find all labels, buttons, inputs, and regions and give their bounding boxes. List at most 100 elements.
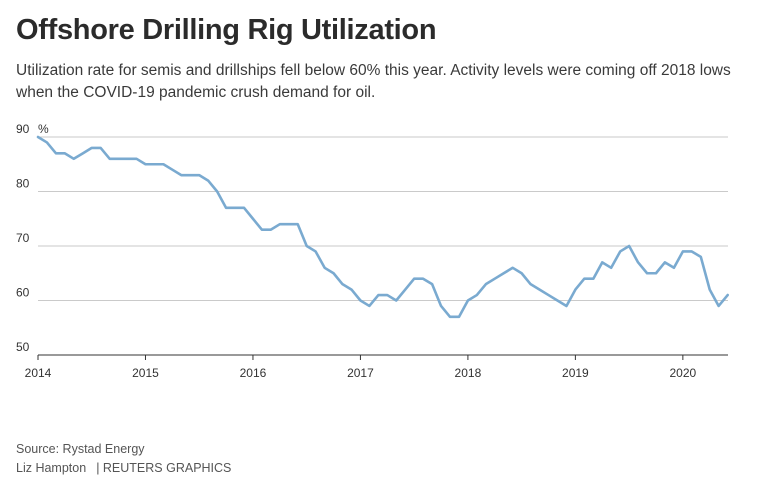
data-point <box>413 277 416 280</box>
data-point <box>108 158 111 161</box>
data-point <box>377 294 380 297</box>
y-tick-label-60: 60 <box>16 286 30 300</box>
data-point <box>37 136 40 139</box>
x-tick-label-2018: 2018 <box>455 366 482 380</box>
y-tick-label-90: 90 <box>16 122 30 136</box>
data-point <box>189 174 192 177</box>
data-point <box>243 207 246 210</box>
data-point <box>350 288 353 291</box>
data-point <box>601 261 604 264</box>
chart-title: Offshore Drilling Rig Utilization <box>16 14 437 46</box>
data-point <box>314 250 317 253</box>
data-point <box>700 256 703 259</box>
data-point <box>476 294 479 297</box>
data-point <box>664 261 667 264</box>
data-point <box>368 305 371 308</box>
data-point <box>135 158 138 161</box>
data-point <box>305 245 308 248</box>
publisher-credit: | REUTERS GRAPHICS <box>96 461 232 475</box>
data-point <box>225 207 228 210</box>
data-point <box>493 277 496 280</box>
data-point <box>82 152 85 155</box>
data-point <box>323 267 326 270</box>
data-point <box>628 245 631 248</box>
series-line-utilization <box>36 135 729 319</box>
y-tick-label-50: 50 <box>16 340 30 354</box>
data-point <box>99 147 102 150</box>
data-point <box>583 277 586 280</box>
data-point <box>395 299 398 302</box>
data-point <box>404 288 407 291</box>
data-point <box>511 267 514 270</box>
data-point <box>485 283 488 286</box>
data-point <box>126 158 129 161</box>
data-point <box>55 152 58 155</box>
source-note: Source: Rystad Energy <box>16 442 145 456</box>
data-point <box>252 217 255 220</box>
line-chart: 90 % 80 70 60 50 2014 2015 2016 2017 2018 2019 2020 <box>16 122 729 380</box>
data-point <box>46 141 49 144</box>
data-point <box>90 147 93 150</box>
y-tick-label-80: 80 <box>16 177 30 191</box>
data-point <box>270 228 273 231</box>
data-point <box>279 223 282 226</box>
data-point <box>234 207 237 210</box>
credit-line: Liz Hampton | REUTERS GRAPHICS <box>16 461 231 475</box>
y-axis: 90 % 80 70 60 50 <box>16 122 49 354</box>
x-tick-label-2017: 2017 <box>347 366 374 380</box>
data-point <box>538 288 541 291</box>
data-point <box>717 305 720 308</box>
data-point <box>646 272 649 275</box>
data-point <box>592 277 595 280</box>
data-point <box>207 179 210 182</box>
data-point <box>332 272 335 275</box>
data-point <box>673 267 676 270</box>
data-point <box>386 294 389 297</box>
data-point <box>180 174 183 177</box>
data-point <box>655 272 658 275</box>
series-layer <box>36 135 729 319</box>
data-point <box>565 305 568 308</box>
data-point <box>72 158 75 161</box>
data-point <box>520 272 523 275</box>
data-point <box>216 190 219 193</box>
x-tick-label-2019: 2019 <box>562 366 589 380</box>
data-point <box>440 305 443 308</box>
data-point <box>556 299 559 302</box>
data-point <box>619 250 622 253</box>
x-tick-label-2015: 2015 <box>132 366 159 380</box>
data-point <box>198 174 201 177</box>
data-point <box>341 283 344 286</box>
data-point <box>144 163 147 166</box>
author-name: Liz Hampton <box>16 461 87 475</box>
data-point <box>574 288 577 291</box>
chart-subtitle: Utilization rate for semis and drillship… <box>16 62 731 101</box>
data-point <box>610 267 613 270</box>
data-point <box>449 316 452 319</box>
data-point <box>431 283 434 286</box>
data-point <box>64 152 67 155</box>
y-tick-label-70: 70 <box>16 231 30 245</box>
x-tick-label-2014: 2014 <box>25 366 52 380</box>
data-point <box>458 316 461 319</box>
data-point <box>637 261 640 264</box>
y-unit-label: % <box>38 122 49 136</box>
data-point <box>117 158 120 161</box>
data-point <box>422 277 425 280</box>
data-point <box>690 250 693 253</box>
gridlines <box>38 136 728 301</box>
data-point <box>529 283 532 286</box>
data-point <box>153 163 156 166</box>
data-point <box>467 299 470 302</box>
data-point <box>171 168 174 171</box>
data-point <box>359 299 362 302</box>
data-point <box>547 294 550 297</box>
x-axis-ticks: 2014 2015 2016 2017 2018 2019 2020 <box>25 355 697 380</box>
data-point <box>682 250 685 253</box>
data-point <box>162 163 165 166</box>
data-point <box>296 223 299 226</box>
data-point <box>726 294 729 297</box>
data-point <box>708 288 711 291</box>
data-point <box>261 228 264 231</box>
data-point <box>502 272 505 275</box>
